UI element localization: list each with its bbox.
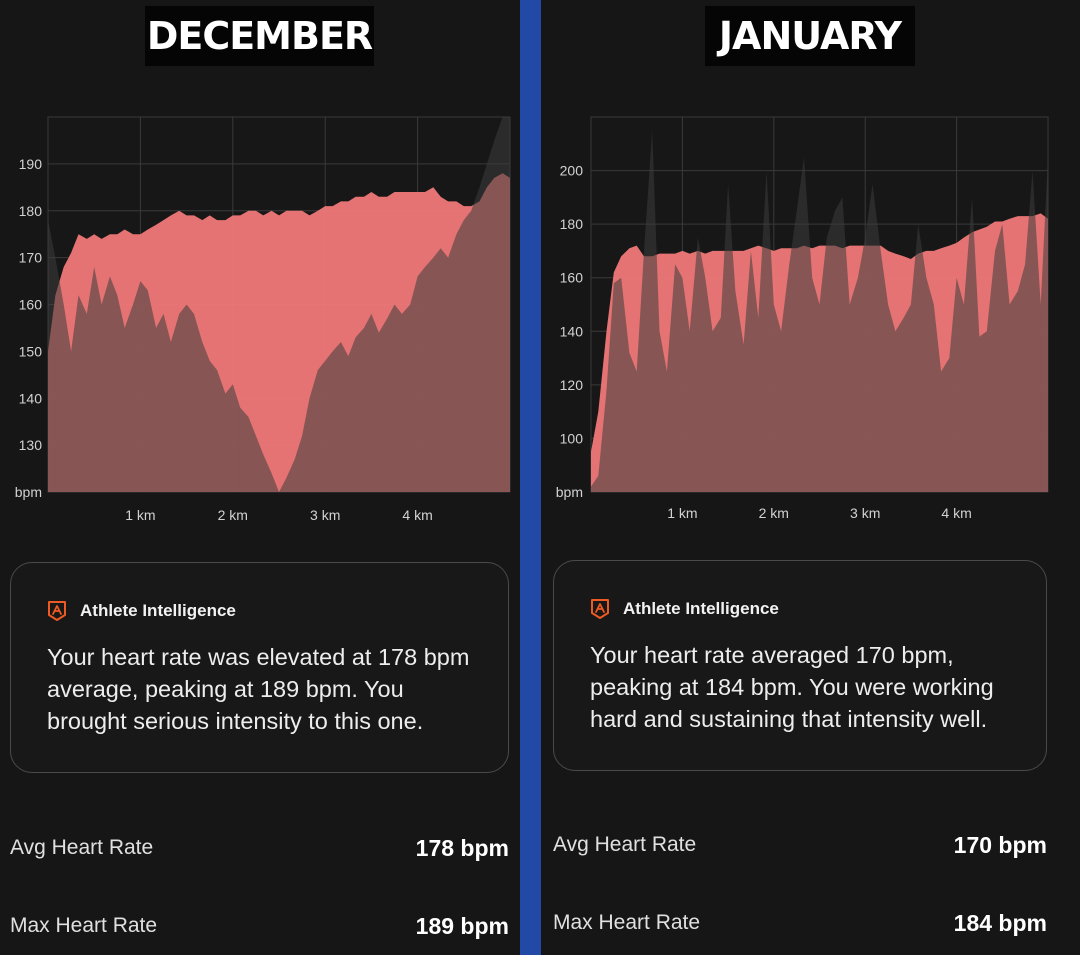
y-tick-label: 150 — [19, 343, 43, 359]
stat-label: Avg Heart Rate — [553, 833, 697, 856]
athlete-intelligence-icon — [48, 601, 66, 621]
y-tick-label: 140 — [560, 323, 584, 339]
ai-card-header: Athlete Intelligence — [590, 597, 779, 621]
x-tick-label: 1 km — [125, 507, 155, 523]
stat-label: Max Heart Rate — [553, 911, 701, 934]
ai-summary-text: Your heart rate was elevated at 178 bpm … — [47, 644, 470, 734]
x-tick-label: 3 km — [310, 507, 340, 523]
x-tick-label: 3 km — [850, 505, 880, 521]
y-tick-label: 100 — [560, 430, 584, 446]
month-title: DECEMBER — [145, 6, 374, 66]
athlete-intelligence-icon — [591, 599, 609, 619]
stat-value: 178 bpm — [415, 834, 509, 861]
stat-value: 189 bpm — [415, 912, 509, 939]
y-tick-label: 140 — [19, 390, 43, 406]
x-tick-label: 4 km — [402, 507, 432, 523]
y-tick-label: 170 — [19, 250, 43, 266]
december-panel: DECEMBER 130 140 150 160 170 180 190 bpm 1 km 2 k… — [0, 0, 520, 955]
ai-card-header: Athlete Intelligence — [47, 599, 236, 623]
y-axis-unit-label: bpm — [15, 484, 42, 500]
elevation-area — [591, 130, 1048, 492]
y-axis-unit-label: bpm — [556, 484, 583, 500]
elevation-area — [48, 117, 510, 492]
stat-label: Max Heart Rate — [10, 914, 158, 937]
y-tick-label: 180 — [19, 203, 43, 219]
max-heart-rate-row: Max Heart Rate 184 bpm — [553, 903, 1047, 943]
avg-heart-rate-row: Avg Heart Rate 178 bpm — [10, 828, 509, 868]
y-tick-label: 190 — [19, 156, 43, 172]
y-tick-label: 160 — [19, 297, 43, 313]
athlete-intelligence-card: Athlete Intelligence Your heart rate ave… — [553, 560, 1047, 771]
ai-card-title: Athlete Intelligence — [623, 599, 779, 618]
x-tick-label: 4 km — [941, 505, 971, 521]
y-tick-label: 120 — [560, 377, 584, 393]
heart-rate-chart: 100 120 140 160 180 200 bpm 1 km 2 km 3 km 4 km — [556, 116, 1049, 521]
y-tick-label: 130 — [19, 437, 43, 453]
month-title: JANUARY — [705, 6, 915, 66]
x-tick-label: 2 km — [218, 507, 248, 523]
stat-label: Avg Heart Rate — [10, 836, 154, 859]
max-heart-rate-row: Max Heart Rate 189 bpm — [10, 906, 509, 946]
january-panel: JANUARY 100 120 140 160 180 200 bpm 1 km 2 km 3 k… — [541, 0, 1080, 955]
y-tick-label: 180 — [560, 216, 584, 232]
ai-card-title: Athlete Intelligence — [80, 601, 236, 620]
athlete-intelligence-card: Athlete Intelligence Your heart rate was… — [10, 562, 509, 773]
stat-value: 184 bpm — [953, 909, 1047, 936]
x-tick-label: 2 km — [759, 505, 789, 521]
panel-divider — [520, 0, 541, 955]
y-tick-label: 160 — [560, 270, 584, 286]
y-tick-label: 200 — [560, 163, 584, 179]
heart-rate-chart: 130 140 150 160 170 180 190 bpm 1 km 2 km 3 km 4 km — [15, 116, 511, 523]
ai-summary-text: Your heart rate averaged 170 bpm, peakin… — [590, 642, 994, 732]
avg-heart-rate-row: Avg Heart Rate 170 bpm — [553, 825, 1047, 865]
x-tick-label: 1 km — [667, 505, 697, 521]
stat-value: 170 bpm — [953, 831, 1047, 858]
